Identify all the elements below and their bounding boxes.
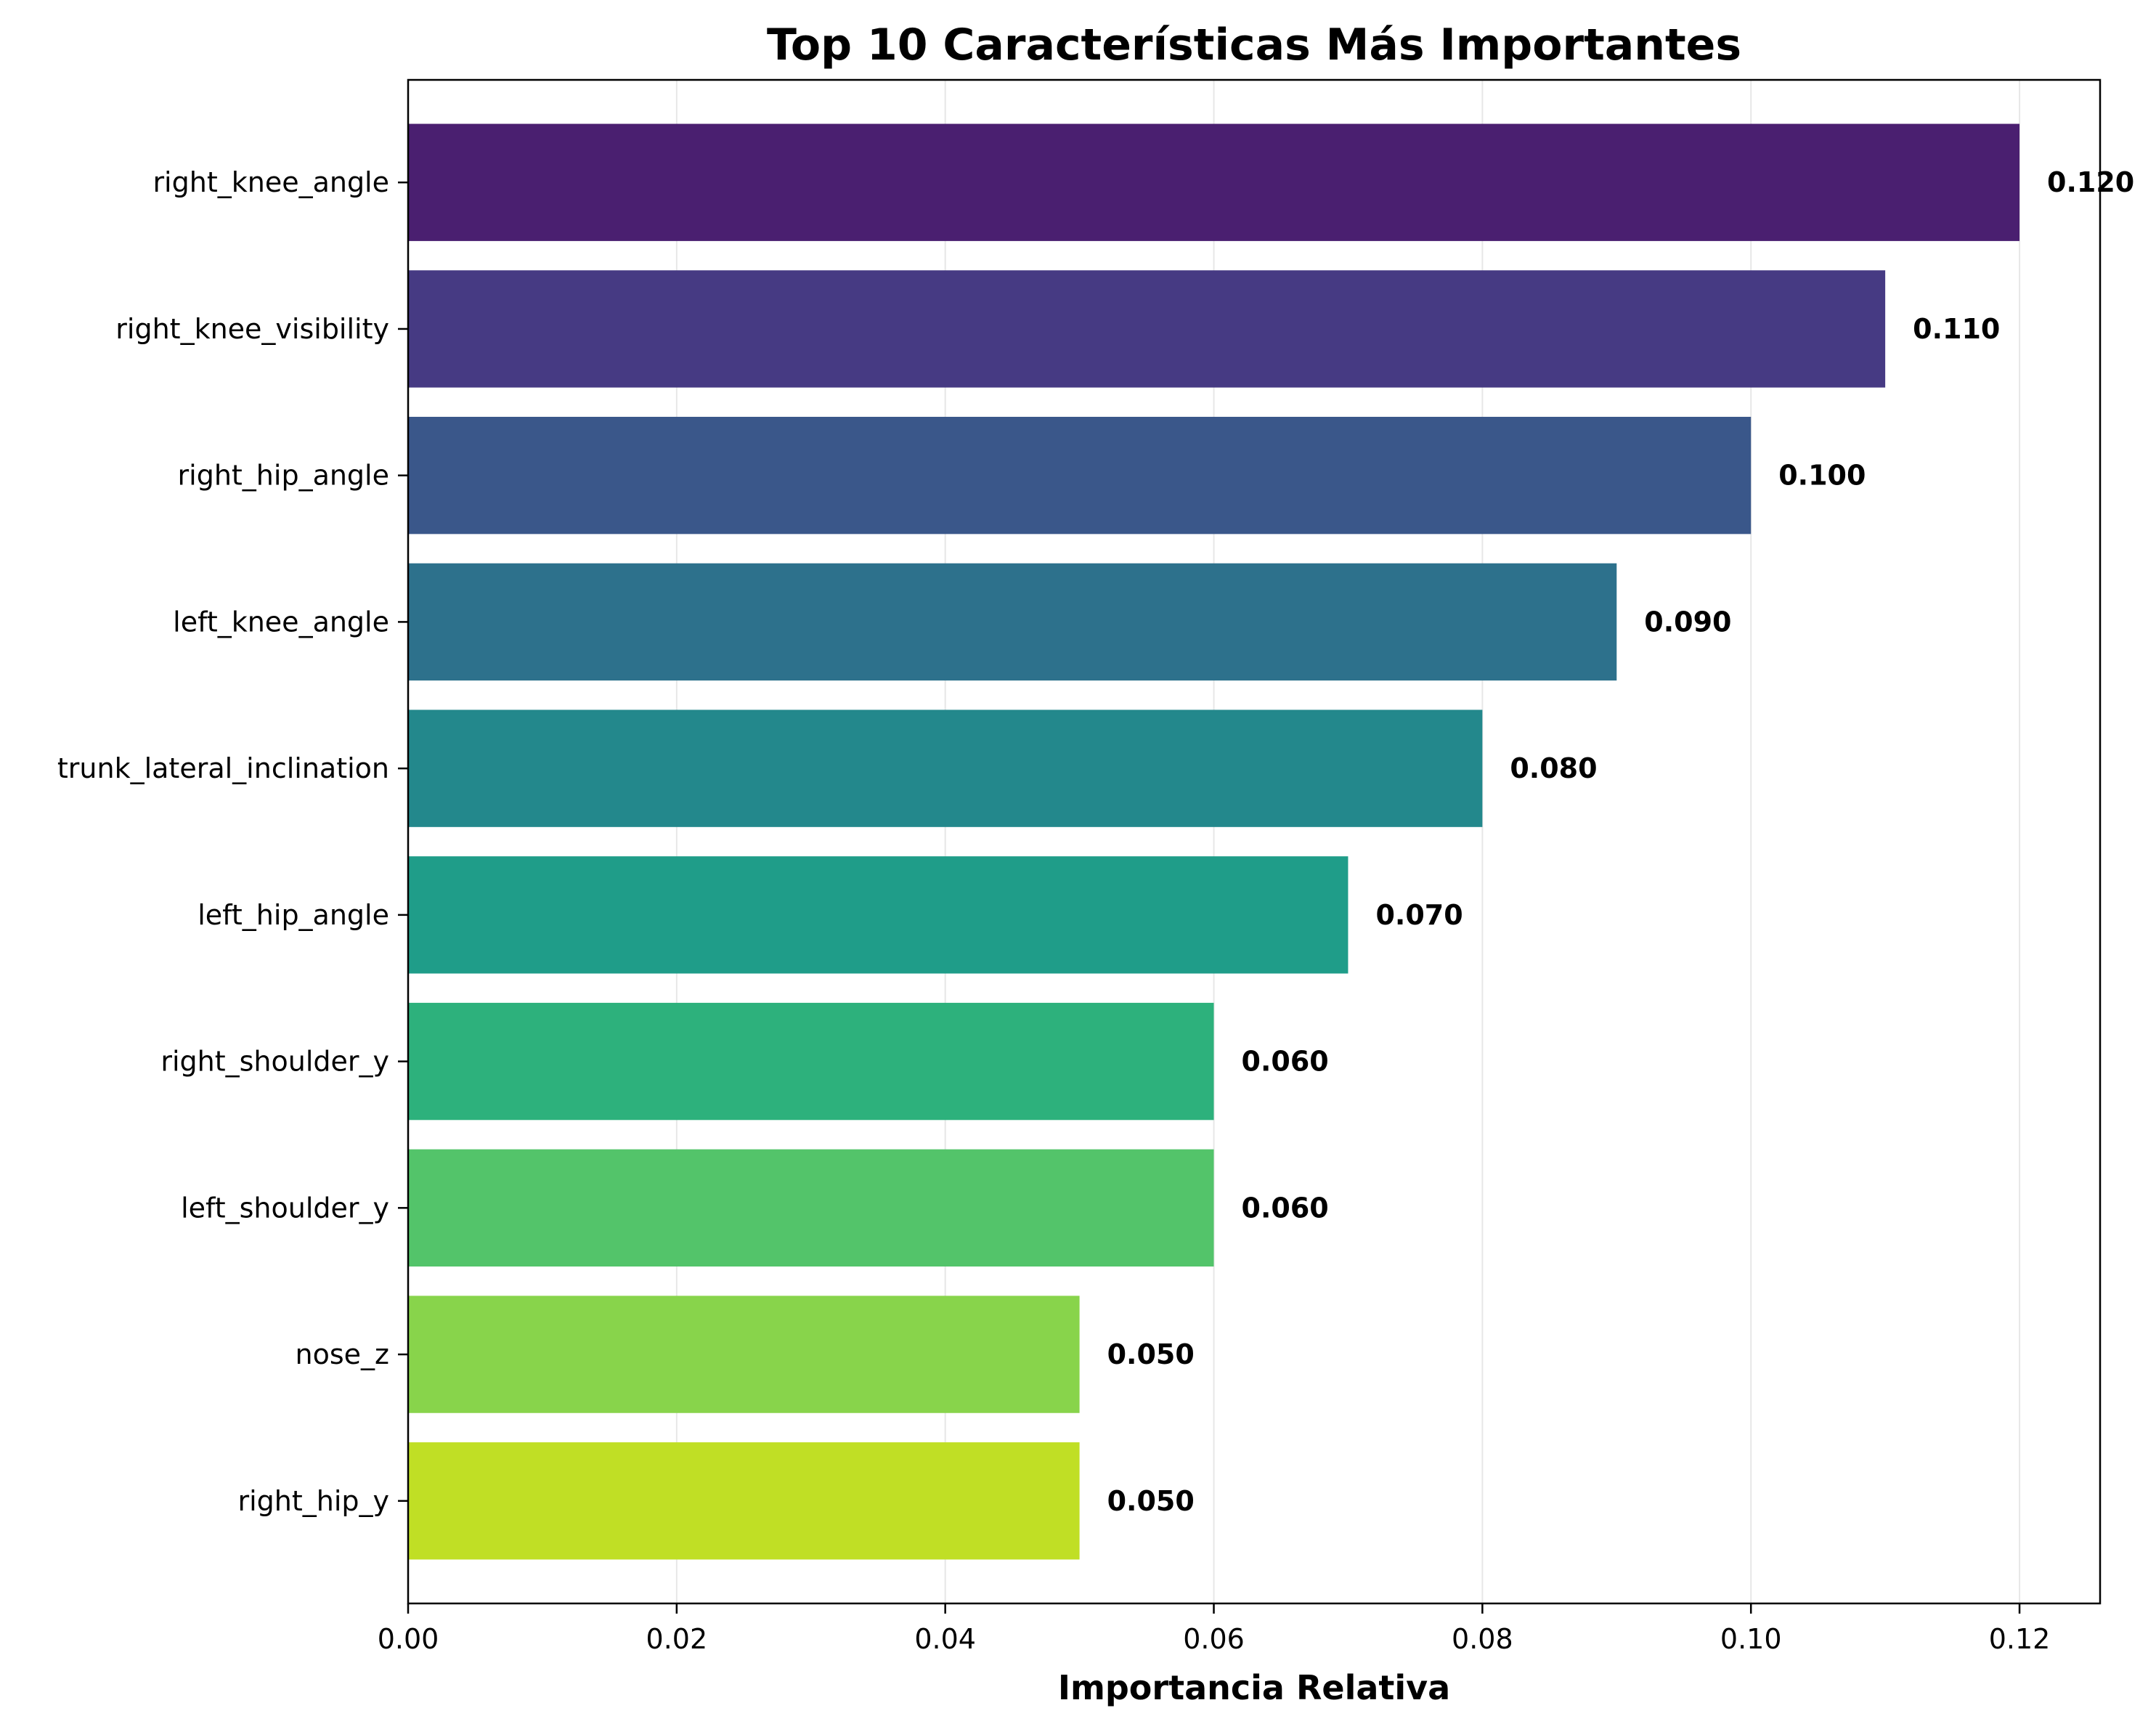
x-axis-label: Importancia Relativa [1058,1668,1450,1707]
bar [408,1442,1080,1560]
bar-value-label: 0.110 [1913,313,2000,345]
bar-value-label: 0.120 [2047,166,2134,198]
x-tick-label: 0.02 [646,1623,708,1655]
y-tick-label: left_shoulder_y [181,1192,389,1224]
y-tick-label: left_hip_angle [198,899,389,931]
y-tick-label: right_hip_angle [178,460,389,492]
x-tick-label: 0.06 [1183,1623,1245,1655]
y-tick-label: left_knee_angle [173,606,389,638]
bar [408,416,1752,534]
ticks: 0.00 0.02 0.04 0.06 0.08 0.10 0.12 right_knee_a… [57,166,2134,1655]
y-tick-label: nose_z [296,1338,389,1370]
y-tick-label: trunk_lateral_inclination [57,752,389,784]
bar [408,270,1886,388]
bar [408,856,1348,974]
bar-value-label: 0.090 [1644,606,1731,638]
bar [408,123,2020,241]
x-tick-label: 0.00 [378,1623,439,1655]
x-tick-label: 0.10 [1720,1623,1782,1655]
x-tick-label: 0.12 [1989,1623,2051,1655]
bar-value-label: 0.060 [1242,1192,1329,1224]
bar [408,563,1617,681]
bar-value-label: 0.050 [1107,1485,1195,1517]
y-tick-label: right_hip_y [237,1485,389,1517]
bar [408,1002,1214,1121]
bar [408,1149,1214,1267]
y-tick-label: right_knee_angle [152,166,389,198]
bar [408,709,1483,827]
x-tick-label: 0.08 [1452,1623,1513,1655]
y-tick-label: right_shoulder_y [160,1046,389,1078]
bar-value-label: 0.100 [1778,460,1866,492]
x-tick-label: 0.04 [914,1623,976,1655]
bar [408,1296,1080,1413]
plot-frame [407,78,2102,1605]
bar-value-label: 0.060 [1242,1046,1329,1078]
bar-value-label: 0.080 [1510,752,1597,784]
bar-value-label: 0.070 [1375,899,1463,931]
bar-value-label: 0.050 [1107,1338,1195,1370]
bars [408,123,2020,1560]
chart-title: Top 10 Características Más Importantes [767,20,1741,70]
y-tick-label: right_knee_visibility [115,313,389,345]
